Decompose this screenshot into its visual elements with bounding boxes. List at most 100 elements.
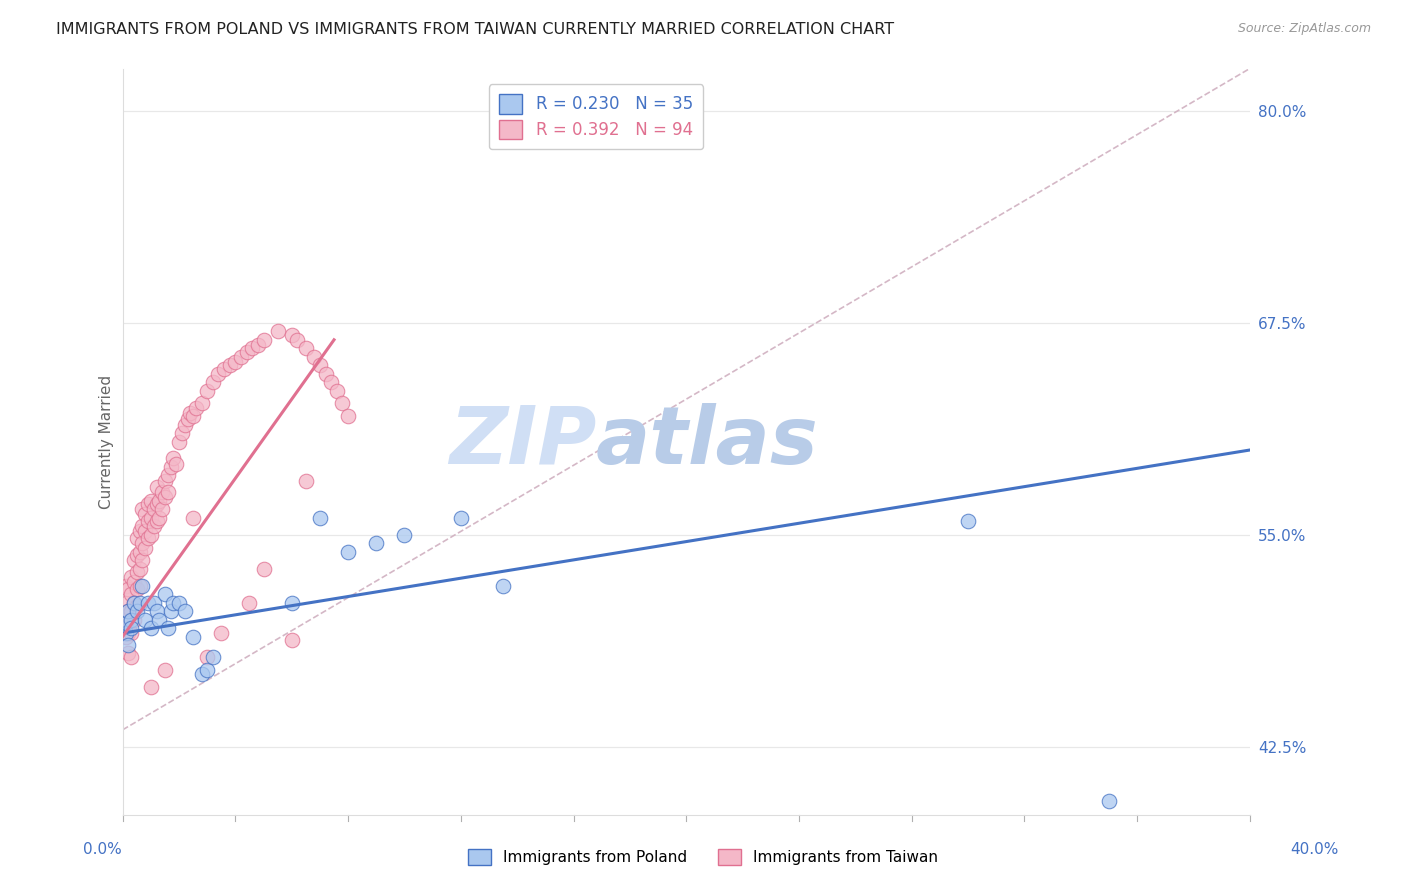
Point bbox=[139, 494, 162, 508]
Y-axis label: Currently Married: Currently Married bbox=[100, 375, 114, 508]
Point bbox=[209, 626, 232, 640]
Point bbox=[122, 575, 145, 590]
Point bbox=[190, 395, 212, 409]
Point bbox=[181, 511, 204, 525]
Point bbox=[195, 664, 218, 678]
Point bbox=[181, 630, 204, 644]
Point bbox=[120, 604, 142, 618]
Point bbox=[159, 604, 181, 618]
Text: Source: ZipAtlas.com: Source: ZipAtlas.com bbox=[1237, 22, 1371, 36]
Point bbox=[114, 615, 136, 630]
Point bbox=[139, 528, 162, 542]
Point bbox=[212, 361, 235, 376]
Point bbox=[252, 333, 274, 347]
Point bbox=[131, 579, 153, 593]
Point bbox=[153, 587, 176, 601]
Point bbox=[167, 596, 190, 610]
Point bbox=[281, 632, 304, 647]
Text: 0.0%: 0.0% bbox=[83, 842, 122, 856]
Point bbox=[150, 485, 173, 500]
Text: 40.0%: 40.0% bbox=[1291, 842, 1339, 856]
Point bbox=[207, 367, 229, 381]
Point bbox=[295, 474, 318, 488]
Point bbox=[394, 528, 416, 542]
Point bbox=[120, 626, 142, 640]
Point bbox=[295, 341, 318, 355]
Point bbox=[145, 514, 167, 528]
Point bbox=[145, 604, 167, 618]
Point bbox=[167, 434, 190, 449]
Point bbox=[145, 497, 167, 511]
Point bbox=[114, 613, 136, 627]
Point bbox=[170, 425, 193, 440]
Point bbox=[153, 491, 176, 505]
Point bbox=[131, 519, 153, 533]
Point bbox=[156, 485, 179, 500]
Point bbox=[201, 649, 224, 664]
Point bbox=[120, 621, 142, 635]
Point bbox=[309, 358, 332, 372]
Point bbox=[181, 409, 204, 423]
Point bbox=[128, 596, 150, 610]
Point bbox=[122, 613, 145, 627]
Point bbox=[332, 395, 354, 409]
Point bbox=[173, 604, 195, 618]
Point bbox=[195, 384, 218, 398]
Point bbox=[117, 626, 139, 640]
Point bbox=[165, 457, 187, 471]
Point bbox=[326, 384, 349, 398]
Point bbox=[315, 367, 337, 381]
Point bbox=[136, 497, 159, 511]
Point bbox=[142, 596, 165, 610]
Point bbox=[337, 545, 360, 559]
Text: ZIP: ZIP bbox=[449, 402, 596, 481]
Point bbox=[131, 553, 153, 567]
Point bbox=[114, 626, 136, 640]
Point bbox=[145, 480, 167, 494]
Point bbox=[337, 409, 360, 423]
Point bbox=[156, 621, 179, 635]
Point bbox=[120, 570, 142, 584]
Point bbox=[142, 519, 165, 533]
Point bbox=[281, 596, 304, 610]
Point bbox=[128, 545, 150, 559]
Point bbox=[125, 548, 148, 562]
Point bbox=[134, 541, 156, 556]
Point bbox=[128, 562, 150, 576]
Point bbox=[159, 460, 181, 475]
Point bbox=[266, 324, 288, 338]
Point bbox=[287, 333, 309, 347]
Point bbox=[162, 596, 184, 610]
Text: IMMIGRANTS FROM POLAND VS IMMIGRANTS FROM TAIWAN CURRENTLY MARRIED CORRELATION C: IMMIGRANTS FROM POLAND VS IMMIGRANTS FRO… bbox=[56, 22, 894, 37]
Point bbox=[142, 502, 165, 516]
Point bbox=[117, 604, 139, 618]
Point bbox=[235, 344, 257, 359]
Point bbox=[304, 350, 326, 364]
Point bbox=[218, 358, 240, 372]
Point bbox=[139, 681, 162, 695]
Point bbox=[321, 375, 343, 389]
Point bbox=[162, 451, 184, 466]
Text: atlas: atlas bbox=[596, 402, 818, 481]
Point bbox=[450, 511, 472, 525]
Point bbox=[120, 649, 142, 664]
Point bbox=[366, 536, 388, 550]
Point bbox=[125, 565, 148, 579]
Point bbox=[131, 502, 153, 516]
Point bbox=[117, 582, 139, 596]
Point bbox=[184, 401, 207, 415]
Point bbox=[148, 494, 170, 508]
Point bbox=[120, 587, 142, 601]
Point bbox=[136, 514, 159, 528]
Point bbox=[148, 511, 170, 525]
Point bbox=[125, 599, 148, 613]
Point bbox=[136, 596, 159, 610]
Point bbox=[246, 338, 269, 352]
Point bbox=[117, 604, 139, 618]
Point bbox=[173, 417, 195, 432]
Point bbox=[117, 638, 139, 652]
Point bbox=[125, 531, 148, 545]
Legend: R = 0.230   N = 35, R = 0.392   N = 94: R = 0.230 N = 35, R = 0.392 N = 94 bbox=[489, 85, 703, 150]
Point bbox=[153, 474, 176, 488]
Point bbox=[128, 524, 150, 539]
